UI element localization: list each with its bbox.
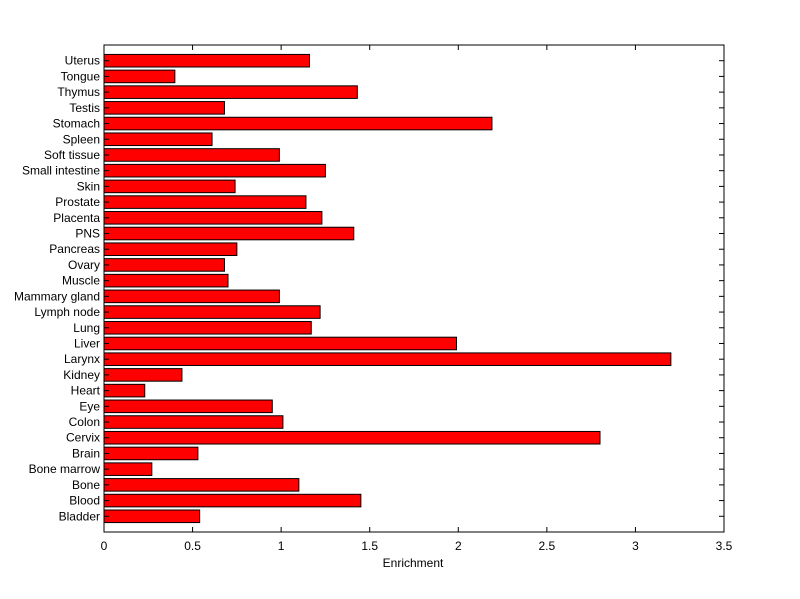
y-tick-label: Bone bbox=[72, 478, 100, 492]
bar-tongue bbox=[103, 69, 176, 84]
bar-thymus bbox=[103, 85, 358, 99]
bar-brain bbox=[103, 446, 199, 461]
bar-liver bbox=[103, 336, 458, 351]
y-tick-label: Placenta bbox=[53, 211, 100, 225]
bar-pancreas bbox=[103, 242, 238, 257]
bar-soft-tissue bbox=[103, 148, 280, 162]
bar-eye bbox=[103, 399, 273, 414]
y-tick-label: Brain bbox=[72, 446, 100, 460]
bar-uterus bbox=[103, 53, 310, 68]
y-tick-label: Soft tissue bbox=[44, 148, 100, 162]
y-tick-label: Ovary bbox=[68, 258, 100, 272]
y-tick-label: Lymph node bbox=[34, 305, 100, 319]
bar-kidney bbox=[103, 368, 183, 382]
y-tick-label: Small intestine bbox=[22, 164, 100, 178]
y-tick-label: Liver bbox=[74, 336, 100, 350]
bar-larynx bbox=[103, 352, 672, 366]
bar-heart bbox=[103, 383, 146, 398]
bar-muscle bbox=[103, 273, 229, 288]
x-tick-label: 2 bbox=[455, 539, 462, 553]
y-tick-label: Tongue bbox=[61, 69, 101, 83]
y-tick-label: Blood bbox=[69, 494, 100, 508]
x-tick-label: 2.5 bbox=[539, 539, 556, 553]
y-tick-label: Heart bbox=[71, 384, 101, 398]
bar-cervix bbox=[103, 430, 601, 445]
bars-group bbox=[103, 53, 672, 524]
y-tick-label: Prostate bbox=[55, 195, 100, 209]
bar-stomach bbox=[103, 116, 493, 131]
y-tick-label: Bone marrow bbox=[29, 462, 101, 476]
x-tick-label: 3.5 bbox=[716, 539, 733, 553]
x-tick-label: 1 bbox=[278, 539, 285, 553]
bar-colon bbox=[103, 415, 284, 429]
y-tick-label: Uterus bbox=[65, 54, 100, 68]
x-tick-label: 0 bbox=[101, 539, 108, 553]
bar-bone bbox=[103, 478, 300, 492]
bar-pns bbox=[103, 226, 355, 241]
y-tick-label: Muscle bbox=[62, 274, 100, 288]
y-tick-label: PNS bbox=[75, 227, 100, 241]
y-tick-label: Eye bbox=[79, 399, 100, 413]
x-tick-label: 0.5 bbox=[184, 539, 201, 553]
bar-testis bbox=[103, 101, 225, 115]
bar-skin bbox=[103, 179, 236, 194]
bar-small-intestine bbox=[103, 163, 326, 178]
y-tick-label: Thymus bbox=[57, 85, 100, 99]
y-tick-label: Mammary gland bbox=[14, 289, 100, 303]
bar-ovary bbox=[103, 258, 225, 272]
y-tick-label: Stomach bbox=[53, 117, 100, 131]
y-tick-label: Pancreas bbox=[49, 242, 100, 256]
y-tick-label: Colon bbox=[69, 415, 100, 429]
bar-mammary-gland bbox=[103, 289, 280, 304]
y-tick-label: Larynx bbox=[64, 352, 100, 366]
x-tick-label: 1.5 bbox=[361, 539, 378, 553]
y-tick-label: Testis bbox=[69, 101, 100, 115]
y-tick-label: Bladder bbox=[59, 509, 100, 523]
y-tick-label: Cervix bbox=[66, 431, 100, 445]
y-tick-label: Kidney bbox=[63, 368, 100, 382]
bar-lung bbox=[103, 320, 312, 335]
bar-bladder bbox=[103, 509, 201, 524]
bar-placenta bbox=[103, 211, 323, 225]
bar-lymph-node bbox=[103, 305, 321, 319]
x-axis-label: Enrichment bbox=[383, 556, 444, 570]
ticks-group bbox=[103, 45, 725, 532]
plot-frame bbox=[103, 44, 725, 533]
y-tick-label: Spleen bbox=[63, 132, 100, 146]
x-tick-label: 3 bbox=[632, 539, 639, 553]
bar-prostate bbox=[103, 195, 307, 209]
bar-bone-marrow bbox=[103, 462, 153, 476]
y-tick-label: Lung bbox=[73, 321, 100, 335]
bar-blood bbox=[103, 493, 362, 508]
y-tick-label: Skin bbox=[77, 179, 100, 193]
bar-spleen bbox=[103, 132, 213, 147]
